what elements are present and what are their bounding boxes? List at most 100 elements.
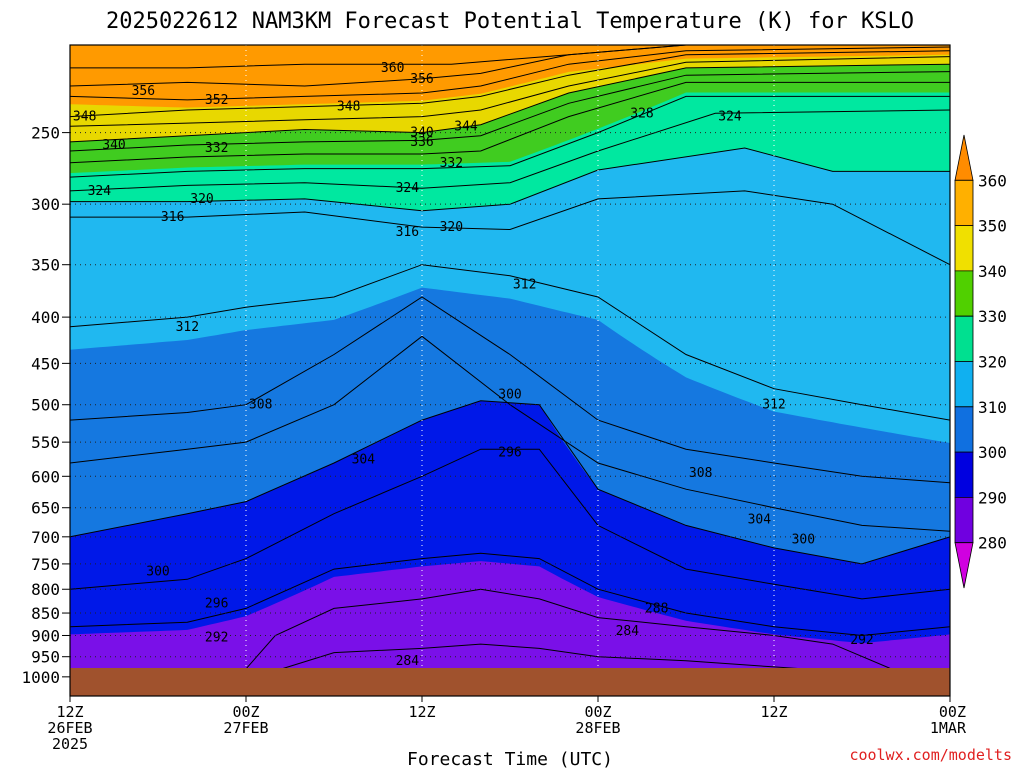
contour-label: 312	[176, 320, 199, 335]
contour-label: 344	[454, 119, 478, 134]
contour-label: 360	[381, 61, 404, 76]
band-280-290	[70, 561, 950, 696]
contour-label: 332	[205, 141, 228, 156]
contour-label: 284	[396, 654, 420, 669]
contour-label: 284	[616, 624, 640, 639]
contour-label: 308	[689, 466, 712, 481]
contour-label: 300	[792, 533, 815, 548]
x-tick-label: 12Z	[56, 703, 83, 721]
isentrope-288	[70, 588, 892, 670]
contour-label: 308	[249, 398, 272, 413]
colorbar-tick-label: 320	[978, 353, 1007, 372]
y-tick-label: 300	[31, 195, 60, 214]
contour-label: 316	[161, 210, 184, 225]
contour-labels: 3603563563523483483443403403363323323283…	[73, 61, 874, 669]
isentrope-332	[70, 81, 950, 164]
contour-label: 300	[146, 565, 169, 580]
x-tick-label: 2025	[52, 735, 88, 753]
y-tick-label: 350	[31, 256, 60, 275]
colorbar-segment	[954, 497, 974, 544]
x-axis-label: Forecast Time (UTC)	[407, 749, 613, 768]
contour-label: 292	[205, 631, 228, 646]
plot-frame	[69, 44, 951, 697]
isentrope-336	[70, 71, 950, 152]
y-tick-label: 650	[31, 499, 60, 518]
contour-label: 356	[132, 84, 155, 99]
isentrope-324	[70, 109, 950, 192]
isentrope-316	[70, 190, 950, 266]
colorbar-tick-label: 280	[978, 534, 1007, 553]
contour-label: 340	[102, 138, 125, 153]
contour-label: 340	[410, 126, 433, 141]
y-tick-label: 500	[31, 396, 60, 415]
plot-area: 3603563563523483483443403403363323323283…	[70, 45, 950, 696]
contour-label: 324	[396, 181, 420, 196]
contour-label: 356	[410, 72, 433, 87]
colorbar-tick-label: 360	[978, 171, 1007, 190]
x-tick-label: 1MAR	[930, 719, 967, 737]
contour-label: 292	[850, 633, 873, 648]
x-tick-label: 12Z	[760, 703, 787, 721]
colorbar-segment	[954, 270, 974, 317]
contour-label: 304	[352, 453, 376, 468]
colorbar-segment	[954, 225, 974, 272]
y-tick-label: 800	[31, 580, 60, 599]
x-tick-label: 27FEB	[223, 719, 268, 737]
y-tick-label: 450	[31, 354, 60, 373]
x-tick-label: 00Z	[939, 703, 966, 721]
y-tick-label: 700	[31, 528, 60, 547]
contour-label: 328	[630, 106, 653, 121]
isentrope-284	[275, 643, 833, 672]
colorbar-tick-label: 290	[978, 488, 1007, 507]
y-tick-label: 750	[31, 555, 60, 574]
isentrope-352	[70, 46, 950, 101]
y-tick-label: 550	[31, 433, 60, 452]
contour-label: 296	[205, 597, 228, 612]
credit-link[interactable]: coolwx.com/modelts	[849, 746, 1012, 764]
y-tick-label: 600	[31, 467, 60, 486]
colorbar-tick-label: 300	[978, 443, 1007, 462]
isentrope-360	[70, 45, 950, 69]
ground-fill	[70, 668, 950, 696]
colorbar-tick-label: 310	[978, 398, 1007, 417]
isentrope-308	[70, 296, 950, 484]
contour-label: 324	[718, 110, 742, 125]
isentrope-356	[70, 45, 950, 87]
y-tick-label: 1000	[21, 668, 60, 687]
contour-label: 332	[440, 156, 463, 171]
x-tick-label: 26FEB	[47, 719, 92, 737]
contour-label: 300	[498, 387, 521, 402]
isentrope-344	[70, 56, 950, 127]
isentropes	[70, 45, 950, 672]
chart-title: 2025022612 NAM3KM Forecast Potential Tem…	[106, 9, 914, 34]
y-tick-label: 900	[31, 626, 60, 645]
colorbar-segment	[954, 315, 974, 362]
x-tick-label: 00Z	[232, 703, 259, 721]
isentrope-340	[70, 63, 950, 143]
isentrope-312	[70, 264, 950, 421]
y-axis: 250 300 350 400 450 500 550 600 650 700 750 800 850 9…	[21, 124, 70, 687]
y-tick-label: 950	[31, 648, 60, 667]
contour-label: 320	[440, 220, 463, 235]
contour-label: 336	[410, 135, 433, 150]
colorbar-segment	[954, 179, 974, 226]
colorbar-segment	[954, 542, 974, 589]
contour-label: 312	[762, 398, 785, 413]
contour-label: 352	[205, 93, 228, 108]
x-tick-label: 00Z	[584, 703, 611, 721]
colorbar: 360 350 340 330 320 310 300 290 280	[954, 134, 1007, 589]
theta-fills	[70, 54, 950, 696]
colorbar-tick-label: 350	[978, 217, 1007, 236]
colorbar-segment	[954, 361, 974, 408]
isentrope-296	[70, 448, 950, 600]
isentrope-328	[70, 95, 950, 178]
colorbar-tick-label: 330	[978, 307, 1007, 326]
y-tick-label: 250	[31, 124, 60, 143]
contour-label: 316	[396, 225, 419, 240]
y-tick-label: 850	[31, 604, 60, 623]
colorbar-segment	[954, 406, 974, 453]
x-tick-label: 28FEB	[575, 719, 620, 737]
contour-label: 312	[513, 277, 536, 292]
